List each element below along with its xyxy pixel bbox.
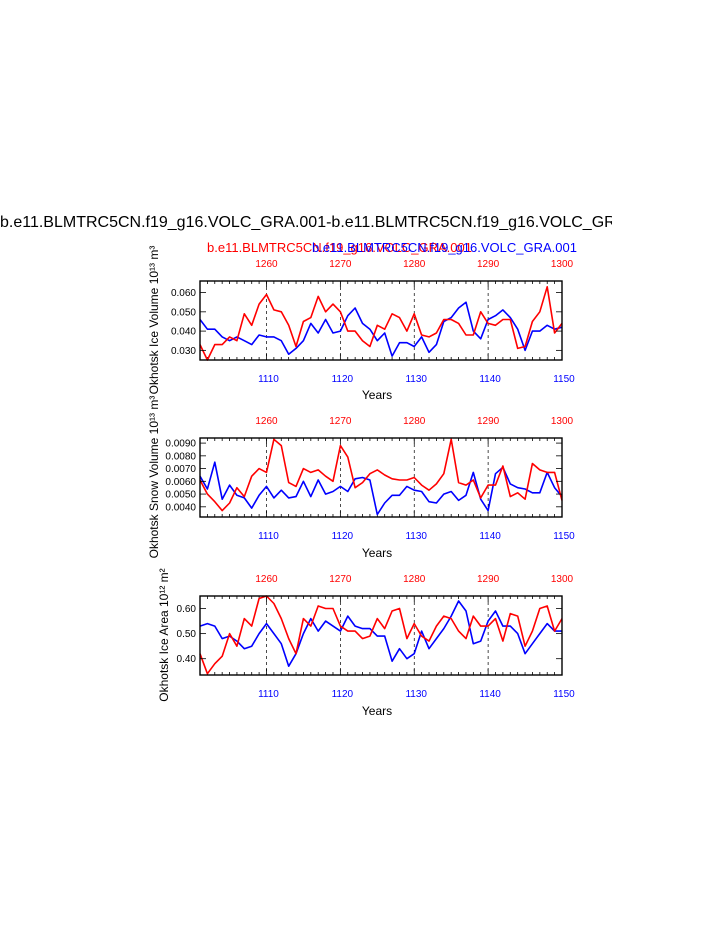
series-line-blue [199,301,563,357]
y-tick-label: 0.040 [171,327,196,338]
x-tick-label-top: 1300 [551,259,574,270]
y-tick-label: 0.0070 [165,464,196,475]
x-tick-label-top: 1290 [477,416,500,427]
x-tick-label-bottom: 1120 [332,531,354,542]
y-tick-label: 0.0050 [165,490,196,501]
x-tick-label-top: 1300 [551,416,574,427]
x-tick-label-bottom: 1110 [258,689,279,700]
legend-red-label: b.e11.BLMTRC5CN.f19_g16.VOLC_GRA.001 [207,240,472,255]
y-tick-label: 0.0090 [165,439,196,450]
x-tick-label-top: 1270 [329,574,352,585]
y-tick-label: 0.030 [171,346,196,357]
x-tick-label-top: 1300 [551,574,574,585]
x-axis-label: Years [362,704,392,718]
x-tick-label-top: 1270 [329,259,352,270]
x-tick-label-bottom: 1110 [258,374,279,385]
x-tick-label-top: 1290 [477,574,500,585]
x-tick-label-top: 1260 [255,259,278,270]
y-axis-label: Okhotsk Snow Volume 10¹³ m³ [147,396,161,559]
x-tick-label-bottom: 1140 [479,689,501,700]
y-tick-label: 0.50 [177,629,197,640]
x-tick-label-bottom: 1150 [553,374,575,385]
plot-frame [199,280,563,361]
y-tick-label: 0.0040 [165,502,196,513]
plot-frame [199,437,563,518]
series-line-blue [199,600,562,668]
x-tick-label-bottom: 1130 [405,531,427,542]
y-tick-label: 0.050 [171,307,196,318]
series-line-red [199,438,563,512]
x-tick-label-bottom: 1120 [332,689,354,700]
x-tick-label-bottom: 1110 [258,531,279,542]
x-tick-label-top: 1280 [403,416,426,427]
chart-title: b.e11.BLMTRC5CN.f19_g16.VOLC_GRA.001-b.e… [0,214,612,231]
y-axis-label: Okhotsk Ice Volume 10¹³ m³ [147,246,161,395]
x-tick-label-top: 1260 [255,416,278,427]
y-tick-label: 0.40 [177,654,197,665]
y-tick-label: 0.0080 [165,451,196,462]
x-axis-label: Years [362,546,392,560]
x-tick-label-top: 1270 [329,416,352,427]
series-line-red [199,285,563,361]
y-tick-label: 0.60 [177,604,197,615]
x-tick-label-top: 1280 [403,574,426,585]
x-tick-label-top: 1280 [403,259,426,270]
x-tick-label-bottom: 1150 [553,689,575,700]
x-tick-label-bottom: 1140 [479,531,501,542]
x-tick-label-bottom: 1130 [405,689,427,700]
x-tick-label-bottom: 1120 [332,374,354,385]
plot-frame [199,595,563,676]
x-tick-label-bottom: 1140 [479,374,501,385]
y-tick-label: 0.060 [171,288,196,299]
x-tick-label-top: 1290 [477,259,500,270]
x-tick-label-top: 1260 [255,574,278,585]
x-tick-label-bottom: 1130 [405,374,427,385]
x-tick-label-bottom: 1150 [553,531,575,542]
series-line-red [199,595,563,675]
y-axis-label: Okhotsk Ice Area 10¹² m² [157,568,171,701]
y-tick-label: 0.0060 [165,477,196,488]
legend-blue-label: b.e11.BLMTRC5CN.f19_g16.VOLC_GRA.001 [312,240,577,255]
x-axis-label: Years [362,388,392,402]
